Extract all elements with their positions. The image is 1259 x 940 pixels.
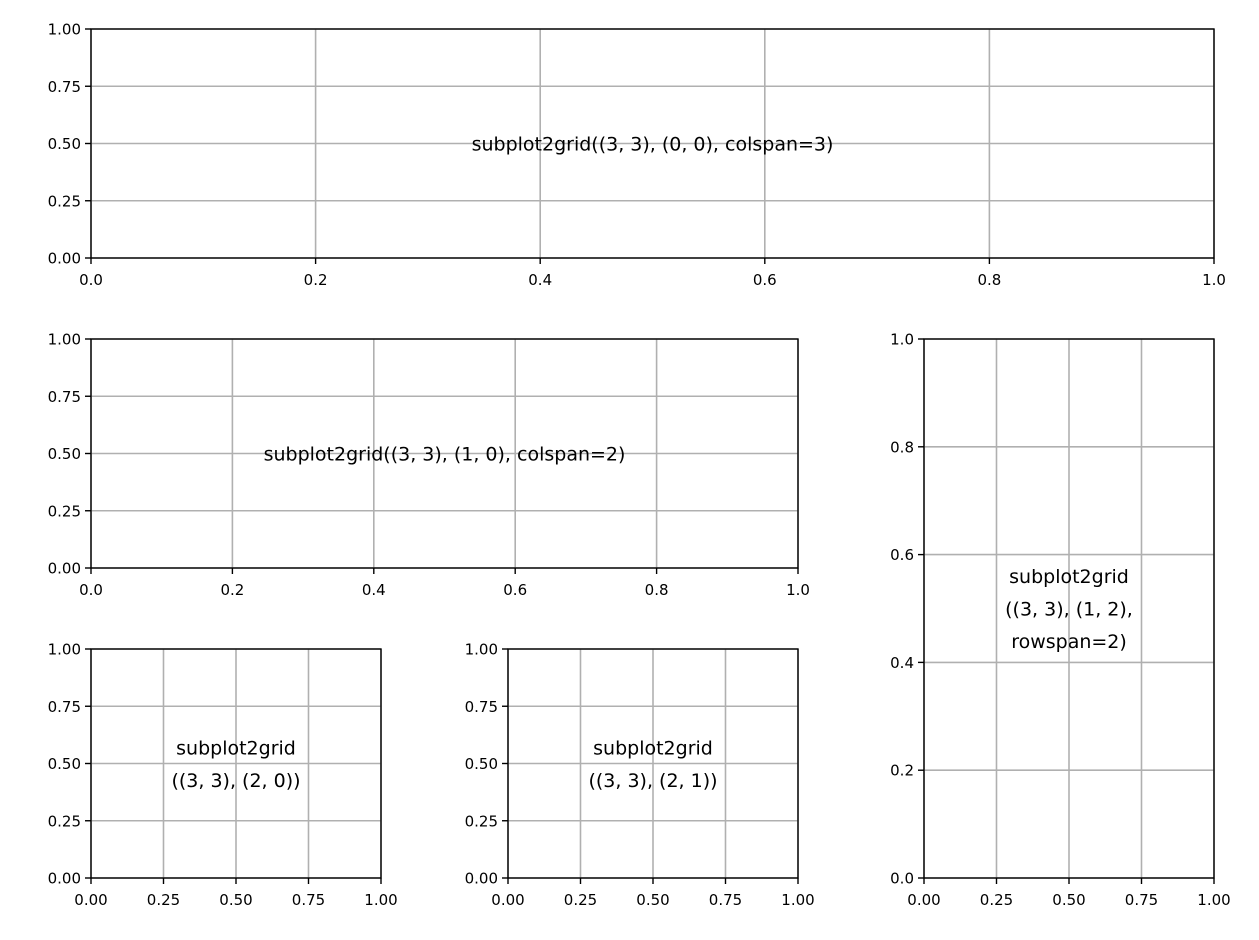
x-tick-label: 0.75: [1125, 891, 1158, 909]
y-tick-label: 0.75: [48, 388, 81, 406]
x-tick-label: 1.00: [1197, 891, 1230, 909]
y-tick-label: 1.00: [48, 21, 81, 39]
y-tick-label: 0.00: [465, 870, 498, 888]
x-tick-label: 0.6: [753, 271, 777, 289]
axes-right-tall: 0.00 0.25 0.50 0.75 1.00 0.0 0.2 0.4 0.6 0.8 1.0 su…: [890, 331, 1231, 910]
y-tick-label: 0.25: [48, 502, 81, 520]
x-tick-label: 1.00: [364, 891, 397, 909]
y-tick-label: 0.50: [465, 755, 498, 773]
x-tick-label: 0.00: [907, 891, 940, 909]
x-tick-label: 0.75: [292, 891, 325, 909]
x-tick-label: 1.0: [1202, 271, 1226, 289]
x-tick-label: 0.0: [79, 581, 103, 599]
x-tick-label: 0.50: [636, 891, 669, 909]
x-tick-label: 0.50: [219, 891, 252, 909]
annotation-line: subplot2grid: [593, 737, 713, 759]
y-tick-label: 0.0: [890, 870, 914, 888]
y-tick-label: 1.00: [48, 331, 81, 349]
y-tick-label: 0.2: [890, 762, 914, 780]
x-tick-label: 0.00: [74, 891, 107, 909]
x-tick-label: 0.0: [79, 271, 103, 289]
annotation-line: subplot2grid((3, 3), (0, 0), colspan=3): [472, 134, 834, 156]
annotation-text: subplot2grid ((3, 3), (2, 1)): [588, 737, 717, 792]
x-tick-label: 0.00: [491, 891, 524, 909]
annotation-line: ((3, 3), (2, 1)): [588, 770, 717, 792]
annotation-line: ((3, 3), (2, 0)): [171, 770, 300, 792]
y-tick-label: 0.25: [48, 812, 81, 830]
axes-bottom-middle: 0.00 0.25 0.50 0.75 1.00 0.00 0.25 0.50 0.75 1.00…: [465, 641, 815, 910]
x-tick-label: 0.8: [645, 581, 669, 599]
x-tick-label: 0.50: [1052, 891, 1085, 909]
x-tick-label: 0.2: [220, 581, 244, 599]
x-tick-label: 0.25: [564, 891, 597, 909]
x-tick-label: 0.2: [304, 271, 328, 289]
y-tick-label: 0.75: [465, 698, 498, 716]
annotation-text: subplot2grid((3, 3), (1, 0), colspan=2): [264, 444, 626, 466]
x-tick-label: 0.25: [147, 891, 180, 909]
x-tick-label: 0.4: [528, 271, 552, 289]
y-tick-label: 0.75: [48, 78, 81, 96]
annotation-line: subplot2grid: [176, 737, 296, 759]
y-tick-label: 0.00: [48, 560, 81, 578]
x-tick-label: 1.00: [781, 891, 814, 909]
axes-top-wide: 0.0 0.2 0.4 0.6 0.8 1.0 0.00 0.25 0.50 0.75 1.00 su…: [48, 21, 1226, 290]
annotation-line: subplot2grid((3, 3), (1, 0), colspan=2): [264, 444, 626, 466]
annotation-line: ((3, 3), (1, 2),: [1005, 599, 1133, 621]
axes-middle-wide: 0.0 0.2 0.4 0.6 0.8 1.0 0.00 0.25 0.50 0.75 1.00 su…: [48, 331, 810, 600]
y-tick-label: 0.00: [48, 250, 81, 268]
annotation-line: rowspan=2): [1011, 631, 1127, 653]
x-tick-label: 1.0: [786, 581, 810, 599]
x-tick-label: 0.4: [362, 581, 386, 599]
x-tick-label: 0.75: [709, 891, 742, 909]
y-tick-label: 0.50: [48, 445, 81, 463]
x-tick-label: 0.8: [977, 271, 1001, 289]
x-tick-label: 0.6: [503, 581, 527, 599]
y-tick-label: 0.25: [48, 192, 81, 210]
y-tick-label: 0.75: [48, 698, 81, 716]
annotation-text: subplot2grid ((3, 3), (2, 0)): [171, 737, 300, 792]
annotation-line: subplot2grid: [1009, 566, 1129, 588]
y-tick-label: 0.8: [890, 438, 914, 456]
y-tick-label: 0.50: [48, 755, 81, 773]
y-tick-label: 0.4: [890, 654, 914, 672]
y-tick-label: 1.00: [465, 641, 498, 659]
annotation-text: subplot2grid((3, 3), (0, 0), colspan=3): [472, 134, 834, 156]
y-tick-label: 0.50: [48, 135, 81, 153]
x-tick-label: 0.25: [980, 891, 1013, 909]
axes-bottom-left: 0.00 0.25 0.50 0.75 1.00 0.00 0.25 0.50 0.75 1.00…: [48, 641, 398, 910]
annotation-text: subplot2grid ((3, 3), (1, 2), rowspan=2): [1005, 566, 1133, 653]
y-tick-label: 0.6: [890, 546, 914, 564]
y-tick-label: 1.00: [48, 641, 81, 659]
y-tick-label: 0.00: [48, 870, 81, 888]
y-tick-label: 0.25: [465, 812, 498, 830]
y-tick-label: 1.0: [890, 331, 914, 349]
